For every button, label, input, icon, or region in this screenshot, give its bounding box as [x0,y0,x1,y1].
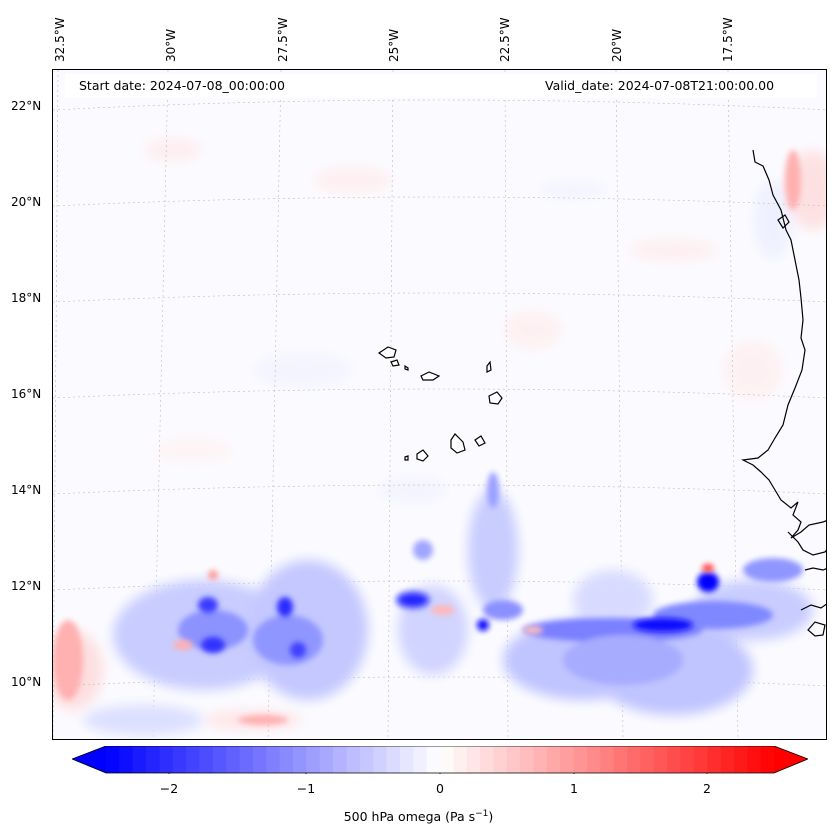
lon-label-22-5w: 22.5°W [498,17,512,62]
lon-label-27-5w: 27.5°W [276,17,290,62]
colorbar-cell [252,746,267,773]
colorbar-cell [600,746,615,773]
colorbar-cell [172,746,187,773]
ascent-cores-strong [198,472,719,658]
colorbar-cell [346,746,361,773]
colorbar-cell [132,746,147,773]
colorbar-outline [72,746,808,774]
colorbar-cell [359,746,374,773]
colorbar-cell [399,746,414,773]
colorbar-tick-2: 2 [703,781,711,796]
colorbar-cells [72,746,808,773]
colorbar-cell [212,746,227,773]
colorbar-cell [680,746,695,773]
lat-label-22n: 22°N [11,99,42,113]
colorbar-tick-neg2: −2 [159,781,179,796]
colorbar-extend-low [72,746,106,773]
omega-field [53,70,826,739]
colorbar-cell [613,746,628,773]
lat-label-18n: 18°N [11,291,42,305]
colorbar-cell [279,746,294,773]
colorbar-cell [386,746,401,773]
colorbar-cell [199,746,214,773]
colorbar-label: 500 hPa omega (Pa s−1) [0,809,837,824]
background-mottling [53,138,826,730]
colorbar-cell [266,746,281,773]
lon-label-30w: 30°W [164,28,178,62]
colorbar-extend-high [774,746,808,773]
colorbar-cell [226,746,240,773]
colorbar-cell [667,746,681,773]
colorbar-cell [239,746,254,773]
colorbar-cell [640,746,655,773]
colorbar-cell [733,746,748,773]
lat-label-16n: 16°N [11,387,42,401]
colorbar-cell [466,746,481,773]
lon-label-32-5w: 32.5°W [53,17,67,62]
colorbar-cell [106,746,120,773]
colorbar-cell [506,746,521,773]
lat-label-10n: 10°N [11,675,42,689]
colorbar-cell [440,746,454,773]
colorbar-cell [480,746,494,773]
colorbar-cell [546,746,561,773]
colorbar-cell [146,746,160,773]
colorbar-cell [453,746,468,773]
lon-label-17-5w: 17.5°W [721,17,735,62]
coastline [740,149,826,637]
colorbar-cell [306,746,321,773]
colorbar-cell [293,746,307,773]
colorbar-cell [319,746,334,773]
colorbar-cell [560,746,574,773]
colorbar-cell [533,746,548,773]
colorbar-cell [426,746,441,773]
colorbar-cell [520,746,534,773]
colorbar-cell [493,746,508,773]
colorbar-cell [186,746,200,773]
descent-patches [53,150,801,725]
colorbar-label-close: ) [488,809,494,825]
colorbar-cell [333,746,347,773]
colorbar-cell [693,746,708,773]
colorbar-cell [119,746,134,773]
colorbar-cell [586,746,601,773]
colorbar-cell [760,746,775,773]
header-band [65,74,817,98]
colorbar-cell [373,746,387,773]
colorbar-label-main: 500 hPa omega (Pa s [343,809,476,825]
colorbar-tick-1: 1 [570,781,578,796]
colorbar [72,746,808,774]
colorbar-cell [573,746,588,773]
colorbar-cell [720,746,735,773]
lat-label-12n: 12°N [11,579,42,593]
colorbar-tick-0: 0 [436,781,444,796]
colorbar-cell [159,746,174,773]
start-date-label: Start date: 2024-07-08_00:00:00 [79,78,285,93]
lon-label-20w: 20°W [610,28,624,62]
colorbar-cell [747,746,762,773]
cape-verde-islands [377,346,503,462]
colorbar-label-exponent: −1 [475,809,489,819]
map-plot: Start date: 2024-07-08_00:00:00 Valid_da… [52,69,827,740]
valid-date-label: Valid_date: 2024-07-08T21:00:00.00 [545,78,775,93]
lat-label-20n: 20°N [11,195,42,209]
lat-label-14n: 14°N [11,483,42,497]
colorbar-cell [707,746,721,773]
colorbar-cell [627,746,641,773]
colorbar-cell [653,746,668,773]
lon-label-25w: 25°W [387,28,401,62]
colorbar-ticks [168,773,708,774]
colorbar-tick-neg1: −1 [296,781,316,796]
colorbar-cell [413,746,428,773]
